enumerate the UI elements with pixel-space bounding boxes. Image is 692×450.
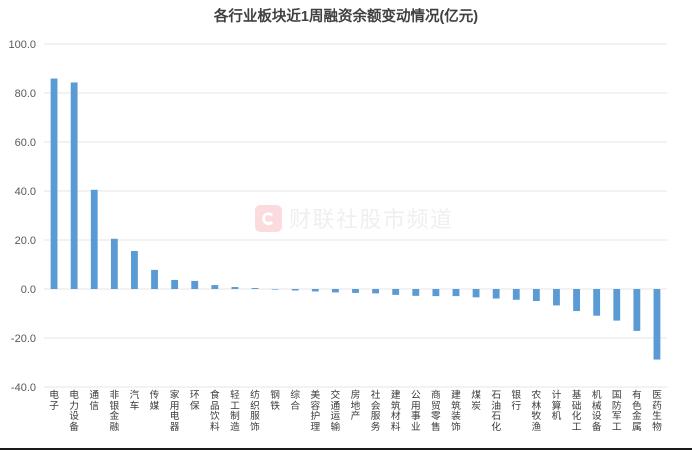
svg-text:60.0: 60.0 (15, 137, 36, 149)
svg-text:20.0: 20.0 (15, 235, 36, 247)
svg-text:40.0: 40.0 (15, 186, 36, 198)
svg-text:100.0: 100.0 (8, 39, 36, 51)
svg-text:0.0: 0.0 (21, 284, 36, 296)
svg-text:80.0: 80.0 (15, 88, 36, 100)
svg-text:-20.0: -20.0 (11, 333, 36, 345)
svg-text:-40.0: -40.0 (11, 382, 36, 394)
